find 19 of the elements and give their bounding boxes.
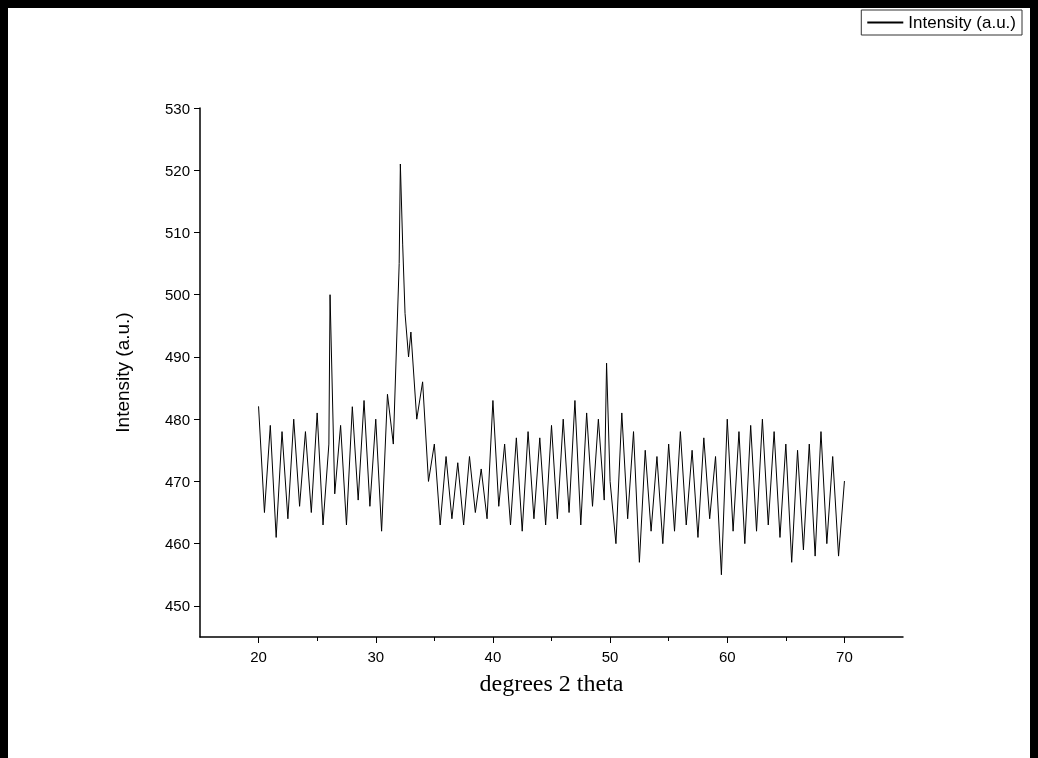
y-tick-label: 520 — [164, 161, 190, 179]
x-tick-label: 60 — [718, 648, 736, 665]
y-tick-label: 490 — [164, 348, 190, 366]
x-tick-label: 30 — [367, 648, 385, 665]
legend-label: Intensity (a.u.) — [908, 13, 1017, 32]
x-tick-label: 20 — [250, 648, 267, 665]
y-tick-label: 450 — [164, 597, 190, 615]
x-tick-label: 70 — [836, 648, 853, 665]
y-tick-label: 530 — [164, 99, 190, 117]
line-series — [258, 163, 845, 576]
y-tick-label: 510 — [164, 223, 190, 241]
y-axis-title: Intensity (a.u.) — [112, 312, 133, 433]
x-axis-title: degrees 2 theta — [479, 670, 624, 696]
x-tick-label: 50 — [601, 648, 619, 665]
y-tick-label: 500 — [164, 286, 190, 304]
y-tick-label: 470 — [164, 472, 190, 490]
x-tick-label: 40 — [484, 648, 502, 665]
y-tick-label: 480 — [164, 410, 190, 428]
y-tick-label: 460 — [164, 535, 190, 553]
